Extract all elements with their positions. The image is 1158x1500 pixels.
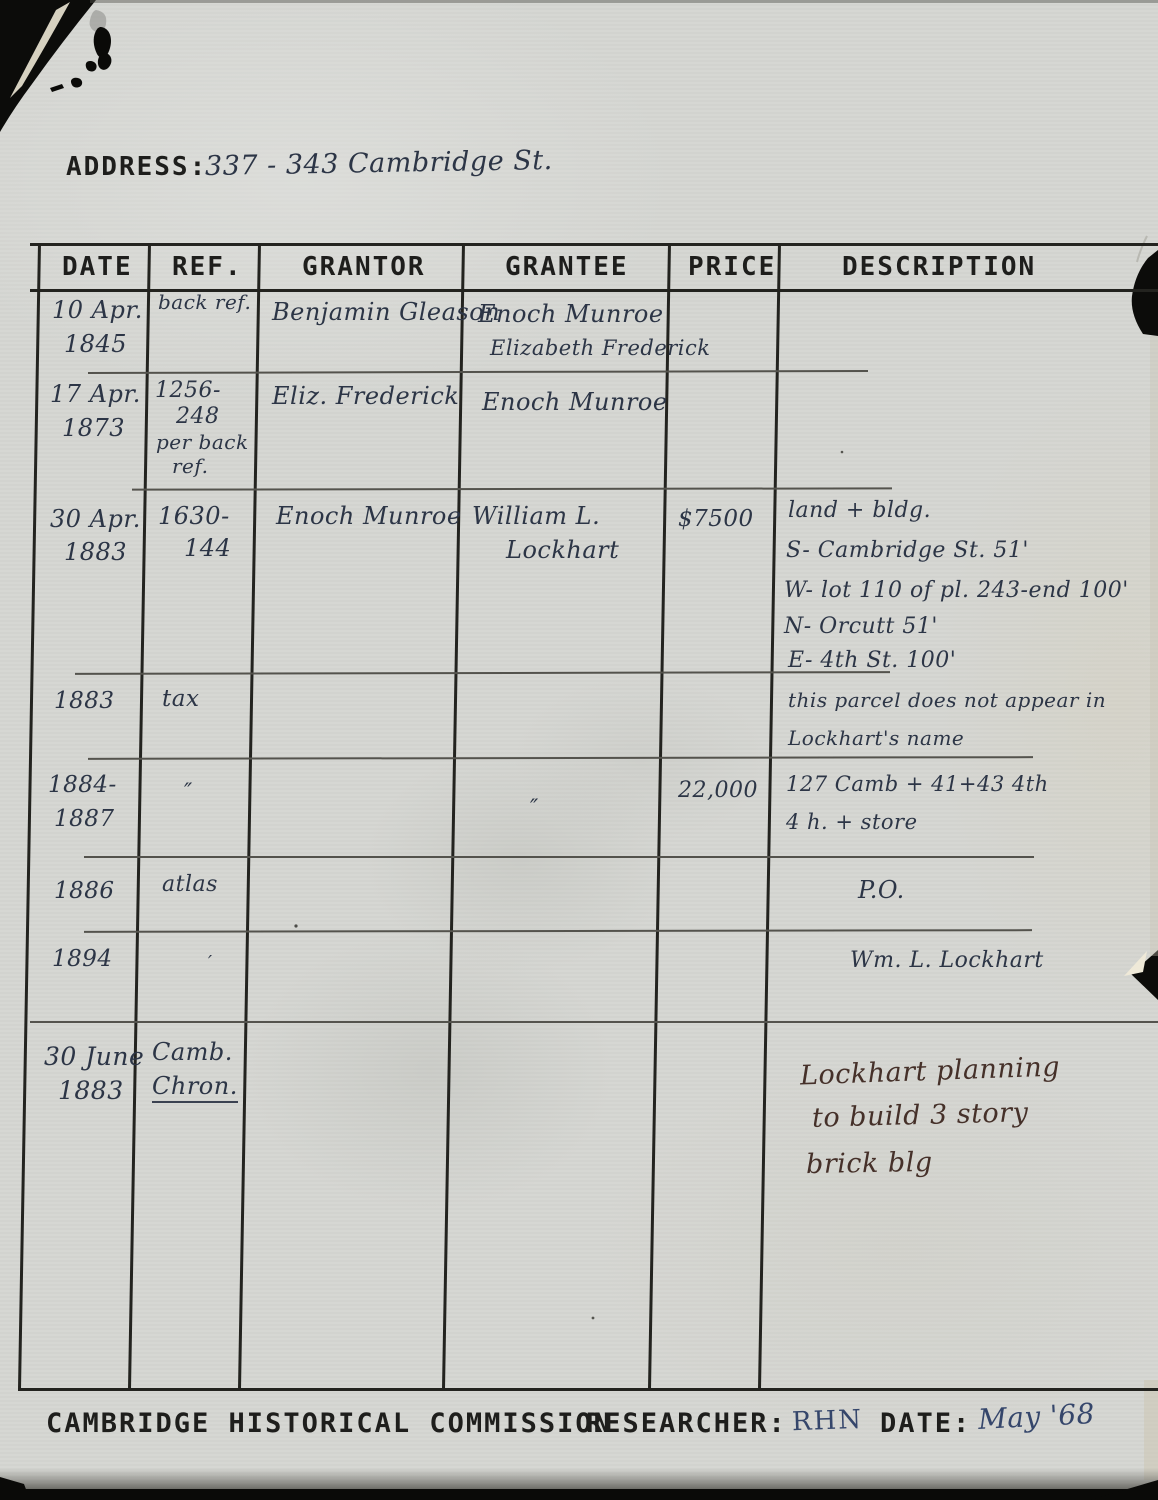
row1-date-line2: 1845 (64, 330, 128, 358)
footer-researcher-label: RESEARCHER: (586, 1408, 787, 1439)
ink-blot-mid (97, 52, 112, 70)
row8-desc-line2: to build 3 story (811, 1097, 1029, 1134)
row3-desc-line2: S- Cambridge St. 51' (786, 538, 1029, 563)
row4-desc-line2: Lockhart's name (788, 726, 965, 750)
row5-grantee-ditto-mark: ″ (530, 796, 539, 821)
row8-date-line1: 30 June (44, 1042, 145, 1071)
row2-ref-line2: 248 (176, 404, 220, 429)
row6-date: 1886 (54, 878, 115, 904)
ink-smudge (89, 10, 107, 33)
row2-ref-line1: 1256- (155, 378, 221, 403)
ink-dot (70, 77, 83, 88)
row2-grantor: Eliz. Frederick (272, 382, 460, 410)
row6-desc: P.O. (858, 876, 905, 904)
row2-ref-line4: ref. (172, 454, 209, 478)
column-header-grantee: GRANTEE (505, 252, 629, 282)
column-header-ref: REF. (172, 252, 243, 282)
table-bottom-border (18, 1388, 1158, 1391)
row5-desc-line2: 4 h. + store (786, 810, 918, 834)
row8-ref-line1: Camb. (152, 1038, 233, 1066)
row3-desc-line1: land + bldg. (788, 498, 932, 523)
row3-grantee-line2: Lockhart (506, 536, 620, 564)
footer-date-value: May '68 (977, 1396, 1096, 1437)
row3-ref-line1: 1630- (158, 502, 230, 530)
row1-grantee-line1: Enoch Munroe (478, 300, 664, 328)
row3-grantee-line1: William L. (472, 502, 601, 530)
address-label: ADDRESS: (66, 152, 208, 182)
row1-grantee-line2: Elizabeth Frederick (490, 336, 711, 360)
row1-grantor: Benjamin Gleason (272, 298, 501, 326)
row3-desc-line3: W- lot 110 of pl. 243-end 100' (784, 578, 1129, 603)
row5-ref-ditto-mark: ″ (184, 780, 193, 805)
row3-date-line1: 30 Apr. (50, 505, 141, 533)
row5-date-line2: 1887 (54, 806, 115, 832)
row7-date: 1894 (52, 946, 113, 972)
row4-date: 1883 (54, 688, 115, 714)
footer-date-label: DATE: (880, 1408, 972, 1439)
row-separator-5 (84, 856, 1034, 858)
row5-date-line1: 1884- (48, 772, 117, 798)
row2-ref-line3: per back (156, 430, 249, 454)
row7-ref-mark: ′ (208, 952, 213, 973)
row3-desc-line4: N- Orcutt 51' (784, 614, 938, 639)
ink-blot-large (93, 27, 111, 59)
table-header-bottom-border (30, 289, 1158, 292)
row2-date-line2: 1873 (62, 414, 126, 442)
table-top-border (30, 243, 1158, 246)
row5-desc-line1: 127 Camb + 41+43 4th (786, 772, 1049, 796)
row3-date-line2: 1883 (64, 538, 128, 566)
row8-date-line2: 1883 (58, 1076, 124, 1105)
torn-corner-top-left (0, 0, 96, 132)
row3-grantor: Enoch Munroe (276, 502, 462, 530)
row-separator-7 (30, 1021, 1158, 1023)
footer-researcher-value: RHN (791, 1404, 864, 1438)
ink-blot-small (85, 61, 97, 72)
row7-desc: Wm. L. Lockhart (850, 948, 1044, 973)
row8-ref-line2: Chron. (152, 1072, 238, 1103)
pen-dash (50, 84, 64, 92)
row8-desc-line3: brick blg (805, 1146, 933, 1181)
footer-organization: CAMBRIDGE HISTORICAL COMMISSION (46, 1408, 612, 1439)
row5-price: 22,000 (678, 778, 758, 803)
row1-ref: back ref. (158, 290, 252, 314)
torn-notch-flap (1124, 951, 1147, 976)
torn-edge-right-upper (1131, 250, 1158, 336)
column-header-grantor: GRANTOR (302, 252, 426, 282)
row3-price: $7500 (678, 506, 754, 532)
column-header-price: PRICE (688, 252, 777, 282)
row1-date-line1: 10 Apr. (52, 296, 143, 324)
torn-edge-right-notch (1131, 950, 1158, 1000)
row4-ref: tax (162, 686, 200, 712)
row2-grantee: Enoch Munroe (482, 388, 668, 416)
address-value: 337 - 343 Cambridge St. (204, 144, 553, 183)
row6-ref: atlas (162, 872, 218, 897)
row2-date-line1: 17 Apr. (50, 380, 141, 408)
folded-corner-sliver (10, 2, 70, 98)
row3-ref-line2: 144 (184, 534, 232, 562)
column-header-description: DESCRIPTION (842, 252, 1037, 282)
row3-desc-line5: E- 4th St. 100' (788, 648, 957, 673)
column-header-date: DATE (62, 252, 133, 282)
row4-desc-line1: this parcel does not appear in (788, 688, 1107, 712)
